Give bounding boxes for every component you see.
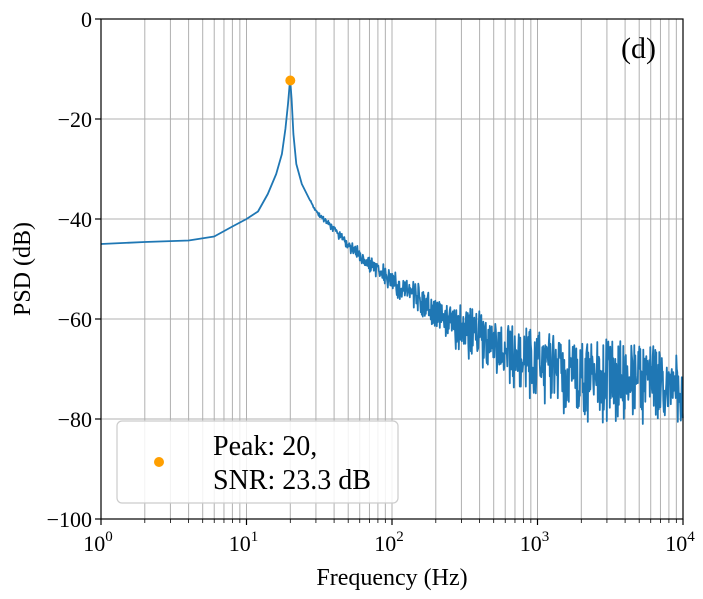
y-tick-label: 0 [81,7,92,32]
psd-series-line [100,80,684,425]
x-tick-label: 100 [83,529,113,556]
legend: Peak: 20, SNR: 23.3 dB [116,420,399,504]
x-tick-label: 103 [520,529,550,556]
panel-label: (d) [621,32,656,65]
legend-line-1: Peak: 20, [213,431,317,462]
x-axis-label: Frequency (Hz) [316,565,467,591]
y-tick-label: −20 [58,107,92,132]
y-axis-label: PSD (dB) [10,222,36,316]
legend-line-2: SNR: 23.3 dB [213,465,371,496]
legend-marker [154,457,164,467]
y-tick-label: −100 [47,507,92,532]
y-tick-label: −80 [58,407,92,432]
x-tick-label: 102 [374,529,404,556]
y-tick-label: −60 [58,307,92,332]
x-tick-label: 104 [665,529,695,556]
series-layer [100,80,684,425]
x-tick-label: 101 [229,529,259,556]
y-tick-label: −40 [58,207,92,232]
marker-layer [285,75,296,86]
legend-box [116,420,399,504]
peak-marker [285,75,296,86]
